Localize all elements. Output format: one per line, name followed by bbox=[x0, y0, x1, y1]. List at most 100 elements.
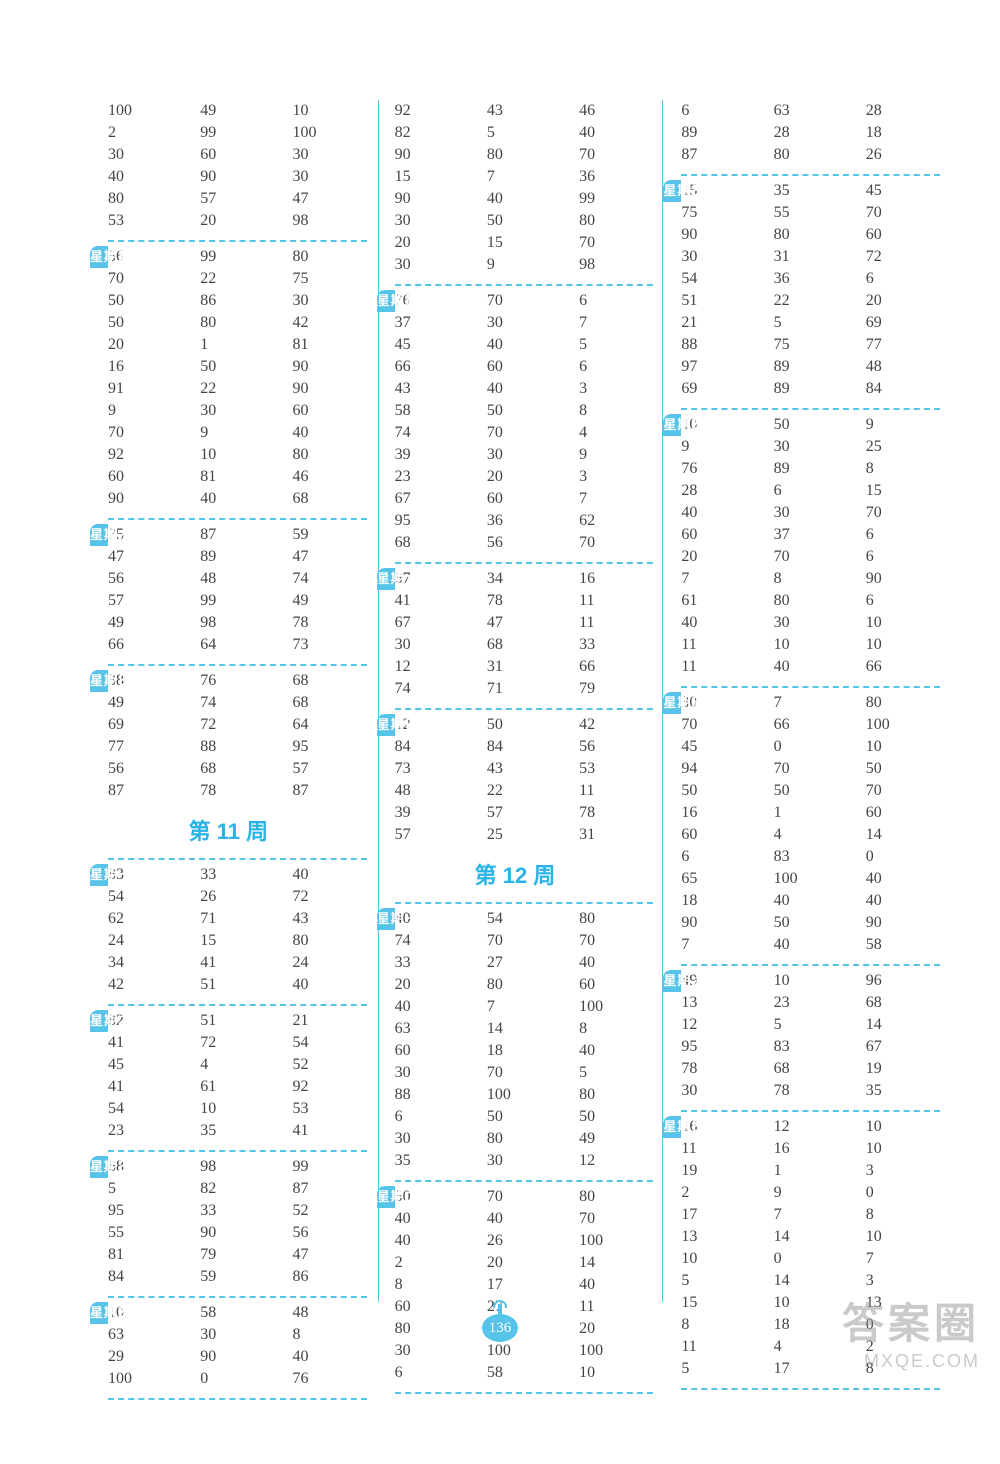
table-cell: 70 bbox=[90, 268, 182, 290]
section: 星期三1535457555709080603031725436651222021… bbox=[663, 180, 940, 404]
table-cell: 15 bbox=[377, 166, 469, 188]
table-cell: 30 bbox=[377, 254, 469, 276]
table-cell: 37 bbox=[756, 524, 848, 546]
table-cell: 33 bbox=[561, 634, 653, 656]
data-table: 66328892818878026 bbox=[663, 100, 940, 166]
section-divider bbox=[108, 664, 367, 666]
section-divider bbox=[395, 708, 654, 710]
table-cell: 40 bbox=[756, 890, 848, 912]
table-cell: 99 bbox=[561, 188, 653, 210]
table-cell: 41 bbox=[90, 1032, 182, 1054]
table-cell: 1 bbox=[756, 1160, 848, 1182]
table-row: 512220 bbox=[663, 290, 940, 312]
table-cell: 78 bbox=[274, 612, 366, 634]
table-row: 564874 bbox=[90, 568, 367, 590]
table-cell: 86 bbox=[182, 290, 274, 312]
table-cell: 60 bbox=[274, 400, 366, 422]
table-cell: 26 bbox=[848, 144, 940, 166]
table-cell: 91 bbox=[90, 378, 182, 400]
table-cell: 100 bbox=[274, 122, 366, 144]
table-cell: 50 bbox=[756, 414, 848, 436]
table-cell: 40 bbox=[561, 1040, 653, 1062]
table-cell: 59 bbox=[182, 1266, 274, 1288]
table-cell: 19 bbox=[848, 1058, 940, 1080]
table-row: 20181 bbox=[90, 334, 367, 356]
table-cell: 50 bbox=[469, 1106, 561, 1128]
table-cell: 73 bbox=[274, 634, 366, 656]
table-cell: 12 bbox=[561, 1150, 653, 1172]
table-cell: 8 bbox=[848, 1204, 940, 1226]
page-number: 136 bbox=[482, 1314, 518, 1342]
table-cell: 90 bbox=[182, 1346, 274, 1368]
table-cell: 23 bbox=[756, 992, 848, 1014]
table-cell: 87 bbox=[274, 780, 366, 802]
table-cell: 40 bbox=[561, 1274, 653, 1296]
day-tab: 星期五 bbox=[377, 290, 395, 312]
table-row: 6830 bbox=[663, 846, 940, 868]
table-cell: 89 bbox=[182, 546, 274, 568]
table-cell: 10 bbox=[848, 612, 940, 634]
table-cell: 57 bbox=[469, 802, 561, 824]
watermark: 答案圈 MXQE.COM bbox=[842, 1290, 980, 1372]
table-cell: 12 bbox=[377, 656, 469, 678]
table-cell: 73 bbox=[377, 758, 469, 780]
table-cell: 64 bbox=[182, 634, 274, 656]
table-cell: 51 bbox=[663, 290, 755, 312]
section-divider bbox=[395, 1392, 654, 1394]
table-cell: 90 bbox=[663, 224, 755, 246]
table-row: 208060 bbox=[377, 974, 654, 996]
table-cell: 80 bbox=[561, 1084, 653, 1106]
table-cell: 40 bbox=[469, 188, 561, 210]
table-cell: 20 bbox=[469, 1252, 561, 1274]
table-cell: 80 bbox=[274, 930, 366, 952]
table-cell: 100 bbox=[90, 100, 182, 122]
table-cell: 53 bbox=[90, 210, 182, 232]
section: 星期日125042848456734353482211395778572531 bbox=[377, 714, 654, 850]
table-cell: 75 bbox=[756, 334, 848, 356]
table-cell: 43 bbox=[377, 378, 469, 400]
table-cell: 80 bbox=[274, 444, 366, 466]
table-cell: 68 bbox=[182, 758, 274, 780]
table-cell: 80 bbox=[561, 1186, 653, 1208]
table-row: 904068 bbox=[90, 488, 367, 510]
table-cell: 10 bbox=[182, 1098, 274, 1120]
section-divider bbox=[395, 284, 654, 286]
table-cell: 70 bbox=[561, 144, 653, 166]
table-row: 299040 bbox=[90, 1346, 367, 1368]
table-cell: 50 bbox=[182, 356, 274, 378]
table-cell: 70 bbox=[561, 532, 653, 554]
table-cell: 70 bbox=[469, 930, 561, 952]
table-cell: 70 bbox=[469, 1186, 561, 1208]
table-cell: 7 bbox=[756, 1204, 848, 1226]
table-row: 15736 bbox=[377, 166, 654, 188]
table-cell: 66 bbox=[377, 356, 469, 378]
table-cell: 70 bbox=[561, 1208, 653, 1230]
table-cell: 87 bbox=[182, 524, 274, 546]
table-cell: 49 bbox=[90, 612, 182, 634]
table-cell: 36 bbox=[469, 510, 561, 532]
table-cell: 90 bbox=[663, 912, 755, 934]
table-cell: 41 bbox=[377, 590, 469, 612]
table-cell: 54 bbox=[469, 908, 561, 930]
table-row: 478947 bbox=[90, 546, 367, 568]
table-cell: 80 bbox=[756, 590, 848, 612]
table-cell: 12 bbox=[663, 1014, 755, 1036]
table-cell: 47 bbox=[274, 546, 366, 568]
table-cell: 10 bbox=[848, 1226, 940, 1248]
section: 星期六49109613236812514958367786819307835 bbox=[663, 970, 940, 1106]
table-cell: 90 bbox=[848, 568, 940, 590]
table-cell: 95 bbox=[663, 1036, 755, 1058]
table-cell: 80 bbox=[848, 692, 940, 714]
section-divider bbox=[395, 902, 654, 904]
table-cell: 40 bbox=[756, 656, 848, 678]
data-table: 7670637307454056660643403585087470439309… bbox=[377, 290, 654, 554]
table-cell: 51 bbox=[182, 974, 274, 996]
section-divider bbox=[395, 562, 654, 564]
table-row: 845986 bbox=[90, 1266, 367, 1288]
table-cell: 5 bbox=[756, 1014, 848, 1036]
table-cell: 15 bbox=[848, 480, 940, 502]
column: 9243468254090807015736904099305080201570… bbox=[377, 100, 654, 1404]
section: 星期五3078070661004501094705050507016160604… bbox=[663, 692, 940, 960]
table-cell: 34 bbox=[469, 568, 561, 590]
table-cell: 74 bbox=[377, 678, 469, 700]
